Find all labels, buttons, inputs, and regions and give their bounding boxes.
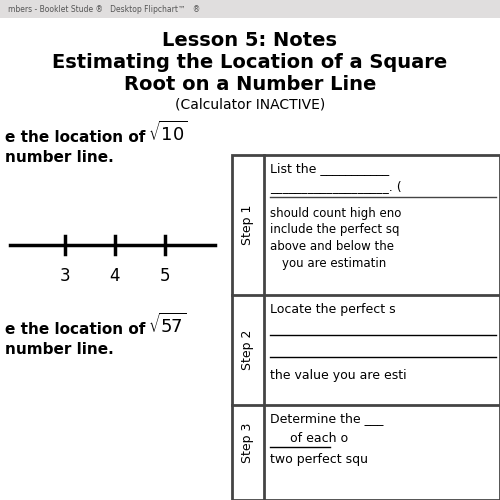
Text: 4: 4 [110, 267, 120, 285]
Text: you are estimatin: you are estimatin [282, 258, 386, 270]
Text: two perfect squ: two perfect squ [270, 454, 368, 466]
Text: $\sqrt{10}$: $\sqrt{10}$ [148, 121, 188, 145]
Text: Estimating the Location of a Square: Estimating the Location of a Square [52, 52, 448, 72]
Text: include the perfect sq: include the perfect sq [270, 224, 400, 236]
Text: List the ___________: List the ___________ [270, 162, 389, 175]
Text: 5: 5 [160, 267, 170, 285]
Text: Step 1: Step 1 [242, 205, 254, 245]
Text: Step 3: Step 3 [242, 422, 254, 463]
Text: $\sqrt{57}$: $\sqrt{57}$ [148, 313, 186, 337]
Text: Lesson 5: Notes: Lesson 5: Notes [162, 30, 338, 50]
FancyBboxPatch shape [232, 155, 500, 500]
Text: of each o: of each o [290, 432, 348, 446]
Text: above and below the: above and below the [270, 240, 394, 254]
Text: Determine the ___: Determine the ___ [270, 412, 384, 426]
Text: the value you are esti: the value you are esti [270, 368, 406, 382]
Text: Step 2: Step 2 [242, 330, 254, 370]
Text: number line.: number line. [5, 150, 114, 166]
Text: Root on a Number Line: Root on a Number Line [124, 74, 376, 94]
Text: ___________________. (: ___________________. ( [270, 180, 402, 194]
Text: should count high eno: should count high eno [270, 206, 402, 220]
Text: e the location of: e the location of [5, 322, 150, 338]
Text: Locate the perfect s: Locate the perfect s [270, 302, 396, 316]
Text: 3: 3 [60, 267, 70, 285]
Text: (Calculator INACTIVE): (Calculator INACTIVE) [175, 97, 325, 111]
Text: e the location of: e the location of [5, 130, 150, 146]
Text: number line.: number line. [5, 342, 114, 357]
FancyBboxPatch shape [0, 0, 500, 18]
Text: mbers - Booklet Stude ®   Desktop Flipchart™   ®: mbers - Booklet Stude ® Desktop Flipchar… [8, 4, 200, 14]
